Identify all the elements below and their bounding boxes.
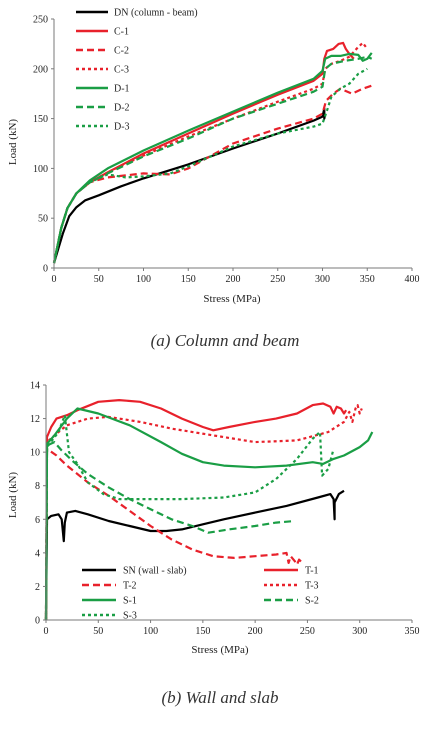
x-tick-label: 250 [270, 274, 285, 285]
x-tick-label: 0 [44, 626, 49, 637]
legend-label: C-3 [114, 65, 129, 76]
ticks-b: 0 50 100 150 200 250 300 350 0 2 4 6 8 10 12 14 [30, 381, 420, 638]
y-axis-label-a: Load (kN) [7, 119, 19, 165]
x-tick-label: 200 [226, 274, 241, 285]
x-tick-label: 150 [181, 274, 196, 285]
y-tick-label: 0 [43, 264, 48, 275]
y-tick-label: 8 [35, 481, 40, 492]
caption-a: (a) Column and beam [151, 331, 300, 350]
x-tick-label: 50 [93, 626, 103, 637]
x-axis-label-b: Stress (MPa) [191, 644, 248, 656]
y-tick-label: 2 [35, 582, 40, 593]
legend-label: S-3 [123, 611, 137, 622]
legend-label: S-2 [305, 596, 319, 607]
plot-area-b [44, 399, 374, 621]
legend-label: S-1 [123, 596, 137, 607]
legend-label: D-1 [114, 84, 130, 95]
plot-area-a [52, 41, 373, 264]
legend-label: T-3 [305, 581, 319, 592]
series-line-s-1 [44, 407, 374, 621]
legend-label: T-1 [305, 566, 319, 577]
series-line-d-3 [52, 67, 368, 264]
y-tick-label: 4 [35, 548, 40, 559]
x-tick-label: 350 [360, 274, 375, 285]
y-tick-label: 150 [33, 114, 48, 125]
series-line-d-2 [52, 55, 373, 264]
x-tick-label: 200 [248, 626, 263, 637]
x-tick-label: 100 [136, 274, 151, 285]
axes-b [45, 385, 412, 621]
legend-label: T-2 [123, 581, 137, 592]
y-tick-label: 14 [30, 381, 40, 392]
series-line-s-2 [44, 441, 295, 621]
series-line-c-1 [52, 41, 355, 264]
y-tick-label: 50 [38, 214, 48, 225]
series-line-s-3 [44, 414, 335, 621]
legend-a: DN (column - beam) C-1 C-2 C-3 D-1 D-2 D-3 [76, 8, 198, 133]
y-axis-label-b: Load (kN) [7, 472, 19, 518]
series-line-d-1 [52, 52, 373, 264]
x-tick-label: 250 [300, 626, 315, 637]
chart-panel-b: 0 50 100 150 200 250 300 350 0 2 4 6 8 10 12 14 Stress … [7, 381, 420, 708]
legend-label: C-1 [114, 27, 129, 38]
x-tick-label: 50 [94, 274, 104, 285]
legend-label: SN (wall - slab) [123, 566, 187, 577]
y-tick-label: 10 [30, 448, 40, 459]
y-tick-label: 250 [33, 15, 48, 26]
y-tick-label: 100 [33, 164, 48, 175]
x-tick-label: 150 [195, 626, 210, 637]
x-tick-label: 300 [315, 274, 330, 285]
x-tick-label: 350 [405, 626, 420, 637]
series-line-t-3 [44, 404, 363, 621]
y-tick-label: 6 [35, 515, 40, 526]
chart-panel-a: 0 50 100 150 200 250 300 350 400050100150200250 … [7, 8, 420, 351]
y-tick-label: 0 [35, 616, 40, 627]
x-axis-label-a: Stress (MPa) [203, 293, 260, 305]
series-line-t-2 [44, 447, 304, 621]
x-tick-label: 400 [405, 274, 420, 285]
series-line-dn-column-beam- [52, 107, 327, 264]
legend-label: DN (column - beam) [114, 8, 198, 19]
legend-label: D-3 [114, 122, 130, 133]
y-tick-label: 12 [30, 414, 40, 425]
x-tick-label: 100 [143, 626, 158, 637]
legend-b: SN (wall - slab) T-1 T-2 T-3 S-1 S-2 S-3 [82, 566, 319, 622]
ticks-a: 0 50 100 150 200 250 300 350 400 0 50 100 150 200 250 [33, 15, 420, 286]
y-tick-label: 200 [33, 64, 48, 75]
legend-label: C-2 [114, 46, 129, 57]
caption-b: (b) Wall and slab [162, 688, 279, 707]
x-tick-label: 0 [52, 274, 57, 285]
series-line-t-1 [44, 399, 348, 621]
x-tick-label: 300 [352, 626, 367, 637]
legend-label: D-2 [114, 103, 130, 114]
